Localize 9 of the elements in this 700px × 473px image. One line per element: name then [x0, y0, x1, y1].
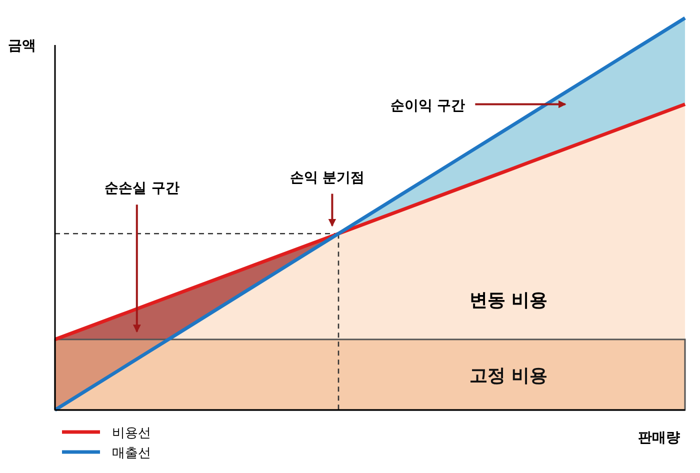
annotation: 순이익 구간 — [390, 98, 466, 114]
legend-label: 매출선 — [112, 446, 151, 461]
x-axis-title: 판매량 — [638, 430, 680, 446]
legend-label: 비용선 — [112, 426, 151, 441]
annotation: 순손실 구간 — [104, 180, 180, 197]
annotation: 변동 비용 — [469, 290, 548, 312]
y-axis-title: 금액 — [8, 38, 36, 54]
annotation: 손익 분기점 — [290, 170, 365, 186]
band-label: 고정 비용 — [469, 366, 548, 387]
